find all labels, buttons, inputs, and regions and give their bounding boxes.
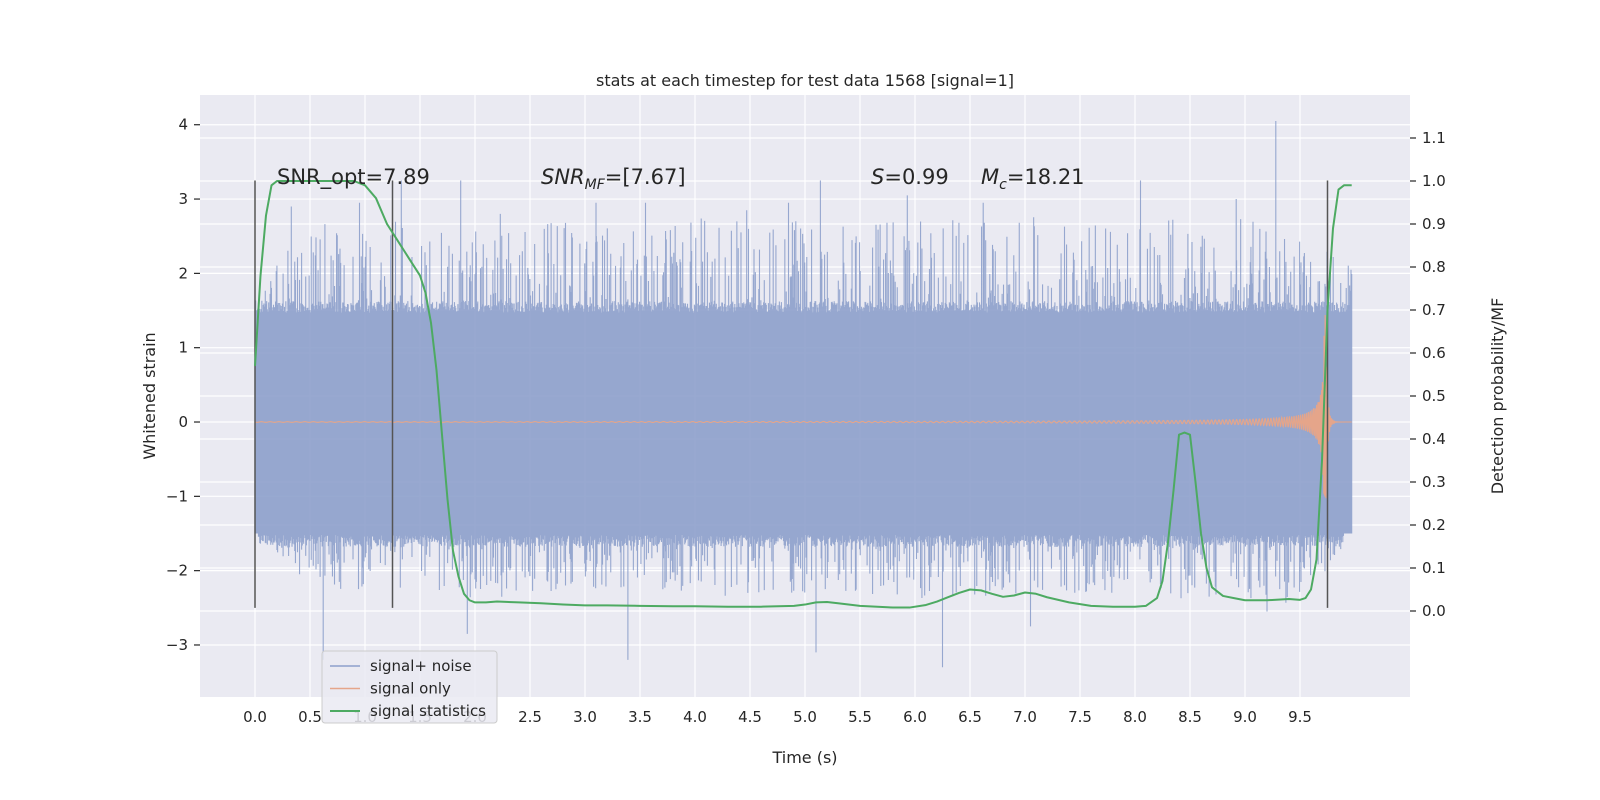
y2-tick-label: 0.0 [1422,602,1446,620]
x-tick-label: 5.5 [848,708,872,726]
y2-tick-label: 0.6 [1422,344,1446,362]
x-tick-label: 5.0 [793,708,817,726]
legend-label: signal statistics [370,702,486,720]
x-tick-label: 4.0 [683,708,707,726]
x-tick-label: 7.5 [1068,708,1092,726]
y2-axis-ticks: 0.0 0.1 0.2 0.3 0.4 0.5 0.6 0.7 0.8 0.9 1.0 1.1 [1410,129,1446,620]
y2-tick-label: 0.5 [1422,387,1446,405]
y-tick-label: −2 [166,562,188,580]
x-tick-label: 3.5 [628,708,652,726]
y2-tick-label: 1.1 [1422,129,1446,147]
legend-label: signal only [370,680,451,698]
series-signal-statistics [254,180,1352,609]
y-axis-ticks: −3 −2 −1 0 1 2 3 4 [166,116,200,654]
y2-tick-label: 0.3 [1422,473,1446,491]
x-tick-label: 6.0 [903,708,927,726]
series-signal-only [254,314,1352,499]
vertical-markers [254,180,1329,608]
x-tick-label: 9.0 [1233,708,1257,726]
chirp-trace [254,314,1352,499]
y2-tick-label: 0.9 [1422,215,1446,233]
chart-title: stats at each timestep for test data 156… [596,71,1014,90]
y2-tick-label: 0.4 [1422,430,1446,448]
legend: signal+ noise signal only signal statistic… [321,650,498,724]
x-tick-label: 0.0 [243,708,267,726]
x-tick-label: 8.0 [1123,708,1147,726]
x-tick-label: 4.5 [738,708,762,726]
x-tick-label: 0.5 [298,708,322,726]
y-tick-label: −1 [166,487,188,505]
annotation: S=0.99 [871,165,949,189]
y-tick-label: 3 [178,190,188,208]
legend-box [321,650,498,724]
x-tick-label: 7.0 [1013,708,1037,726]
y2-tick-label: 0.1 [1422,559,1446,577]
annotation: SNRMF=[7.67] [541,165,686,193]
y-tick-label: 1 [178,339,188,357]
y-tick-label: 4 [178,116,188,134]
x-tick-label: 8.5 [1178,708,1202,726]
annotations: SNR_opt=7.89 SNRMF=[7.67] S=0.99 Mc=18.21 [277,165,1085,193]
y2-tick-label: 0.8 [1422,258,1446,276]
x-tick-label: 6.5 [958,708,982,726]
x-tick-label: 3.0 [573,708,597,726]
x-tick-label: 2.5 [518,708,542,726]
y2-tick-label: 1.0 [1422,172,1446,190]
y2-tick-label: 0.2 [1422,516,1446,534]
y2-axis-label: Detection probability/MF [1488,298,1507,495]
x-axis-label: Time (s) [771,748,837,767]
x-tick-label: 9.5 [1288,708,1312,726]
y-tick-label: 0 [178,413,188,431]
y-axis-label: Whitened strain [140,332,159,459]
annotation: SNR_opt=7.89 [277,165,430,190]
legend-label: signal+ noise [370,657,472,675]
y-tick-label: 2 [178,264,188,282]
y-tick-label: −3 [166,636,188,654]
annotation: Mc=18.21 [981,165,1085,193]
statistics-trace [254,180,1352,609]
y2-tick-label: 0.7 [1422,301,1446,319]
